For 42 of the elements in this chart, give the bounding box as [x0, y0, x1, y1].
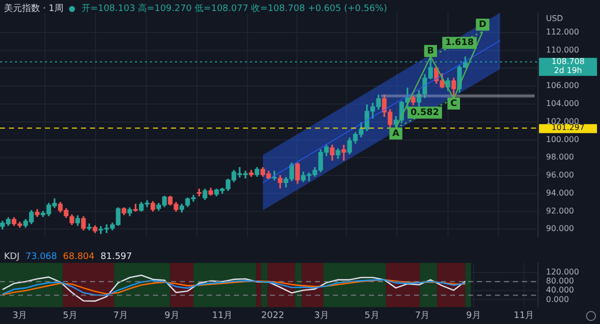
- candlestick: [133, 204, 138, 212]
- y-tick-label: 100.000: [546, 134, 580, 144]
- y-tick-label: 112.000: [546, 28, 580, 37]
- y-tick-label: 0.000: [546, 294, 569, 304]
- annotation: A: [392, 128, 400, 139]
- y-tick-label: 104.000: [546, 99, 580, 108]
- ref-line-label: 108.708 2d 19h: [551, 56, 585, 75]
- annotation: 1.618: [445, 38, 474, 48]
- y-tick-label: 106.000: [546, 81, 580, 90]
- chart-subtitle: 开=108.103 高=109.270 低=108.077 收=108.708 +0.605 (+0.56%): [81, 2, 388, 15]
- text: 81.597: [100, 252, 132, 262]
- x-tick-label: 3月: [314, 310, 329, 321]
- y-tick-label: 102.000: [546, 116, 580, 126]
- chart-title: KDJ: [4, 252, 20, 262]
- y-axis-title: USD: [546, 14, 564, 23]
- y-tick-label: 96.000: [546, 170, 574, 180]
- x-tick-label: 11月: [514, 310, 534, 321]
- x-tick-label: 9月: [466, 310, 481, 321]
- annotation: B: [427, 46, 434, 56]
- text: 73.068: [26, 252, 57, 262]
- y-tick-label: 110.000: [546, 45, 580, 54]
- text: 68.804: [63, 252, 94, 262]
- y-tick-label: 94.000: [546, 188, 574, 198]
- x-tick-label: 11月: [212, 310, 233, 321]
- y-tick-label: 90.000: [546, 224, 574, 234]
- annotation: C: [450, 98, 458, 109]
- x-tick-label: 7月: [414, 310, 430, 321]
- annotation: D: [478, 20, 486, 30]
- y-tick-label: 92.000: [546, 206, 574, 216]
- x-tick-label: 9月: [164, 310, 180, 321]
- y-tick-label: 120.000: [546, 268, 580, 277]
- x-tick-label: 7月: [113, 310, 128, 321]
- y-tick-label: 98.000: [546, 152, 574, 162]
- x-tick-label: 2022: [261, 310, 284, 321]
- annotation: 0.582: [410, 108, 440, 118]
- chart-title: 美元指数 · 1周: [4, 2, 64, 15]
- y-tick-label: 40.000: [546, 286, 574, 295]
- x-tick-label: 5月: [62, 310, 78, 321]
- y-tick-label: 80.000: [546, 276, 574, 286]
- ref-line-label: 101.297: [551, 123, 585, 132]
- x-tick-label: 5月: [364, 310, 380, 321]
- x-tick-label: 3月: [12, 310, 28, 321]
